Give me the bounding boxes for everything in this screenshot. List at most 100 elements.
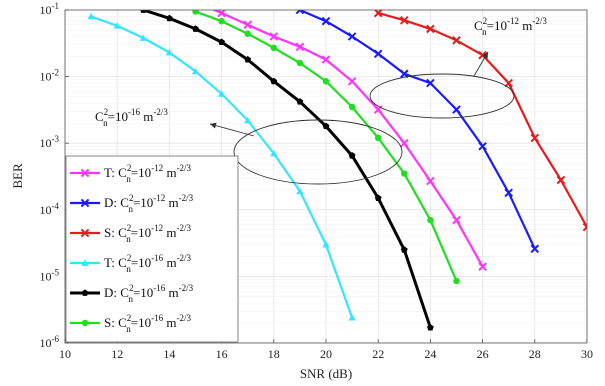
y-tick-label: 10-3 xyxy=(40,134,60,150)
data-point xyxy=(374,194,382,201)
data-point xyxy=(270,0,277,2)
data-point xyxy=(478,141,487,151)
data-point xyxy=(140,10,147,13)
x-tick-label: 10 xyxy=(59,347,71,361)
x-tick-label: 18 xyxy=(268,347,280,361)
data-point xyxy=(81,319,89,327)
series xyxy=(87,12,356,321)
x-tick-label: 16 xyxy=(216,347,228,361)
data-point xyxy=(452,36,461,45)
data-point xyxy=(400,246,408,253)
data-point xyxy=(399,138,409,148)
data-point xyxy=(113,22,121,29)
data-point xyxy=(139,34,147,41)
data-point xyxy=(81,259,89,266)
data-point xyxy=(244,116,252,124)
series xyxy=(270,0,540,254)
data-point xyxy=(427,216,434,224)
series xyxy=(192,10,460,285)
data-point xyxy=(87,12,95,20)
x-axis-title: SNR (dB) xyxy=(300,366,352,381)
legend-item: S: C2 n=10-16 m-2/3 xyxy=(70,313,191,334)
data-point xyxy=(504,188,514,198)
data-point xyxy=(399,69,409,79)
y-axis-title: BER xyxy=(10,163,25,189)
annotation-ellipse xyxy=(369,73,515,119)
annotation-ellipse xyxy=(233,119,403,185)
data-point xyxy=(426,78,435,88)
x-tick-label: 24 xyxy=(424,347,436,361)
data-point xyxy=(80,228,90,238)
data-point xyxy=(296,59,304,67)
data-point xyxy=(348,103,356,111)
legend: T: C2 n=10-12 m-2/3 D: C2 n=10-12 m-2/3 S: C… xyxy=(65,155,239,343)
legend-item: D: C2 n=10-12 m-2/3 xyxy=(70,193,194,214)
data-point xyxy=(270,149,278,157)
series-line xyxy=(211,10,484,268)
data-point xyxy=(165,48,173,56)
data-point xyxy=(453,277,460,285)
data-point xyxy=(295,42,305,52)
data-point xyxy=(426,176,435,186)
x-tick-label: 28 xyxy=(529,347,541,361)
data-point xyxy=(192,0,199,6)
y-tick-label: 10-5 xyxy=(40,267,60,283)
x-tick-label: 20 xyxy=(320,347,332,361)
series xyxy=(192,0,487,271)
y-tick-label: 10-4 xyxy=(40,201,60,217)
data-point xyxy=(243,20,253,30)
y-tick-label: 10-2 xyxy=(40,68,60,84)
data-point xyxy=(401,170,408,177)
data-point xyxy=(218,38,226,45)
annotation-label: C2 n=10-12 m-2/3 xyxy=(474,16,547,37)
data-point xyxy=(81,289,89,296)
legend-label: T: C2 n=10-12 m-2/3 xyxy=(104,163,192,184)
data-point xyxy=(269,32,279,41)
data-point xyxy=(295,10,305,15)
legend-item: T: C2 n=10-12 m-2/3 xyxy=(70,163,192,184)
data-point xyxy=(452,215,461,225)
data-point xyxy=(556,175,566,185)
x-tick-label: 12 xyxy=(111,347,123,361)
x-tick-label: 26 xyxy=(477,347,489,361)
data-point xyxy=(322,78,330,85)
data-point xyxy=(399,16,409,25)
data-point xyxy=(217,10,226,18)
data-point xyxy=(452,105,461,114)
annotations: C2 n=10-12 m-2/3 C2 n=10-16 m-2/3 xyxy=(95,16,547,185)
data-point xyxy=(426,324,434,331)
series xyxy=(140,10,434,331)
legend-label: D: C2 n=10-12 m-2/3 xyxy=(104,193,194,214)
x-tick-label: 14 xyxy=(163,347,175,361)
data-point xyxy=(373,49,383,59)
x-tick-label: 30 xyxy=(581,347,593,361)
annotation-arrowhead xyxy=(210,122,217,129)
data-point xyxy=(322,122,330,130)
data-point xyxy=(270,77,278,85)
tick-labels: 10 12 14 16 18 20 22 24 26 28 30 10-6 10-5 10-4 10-3 10… xyxy=(40,1,594,361)
data-point xyxy=(270,44,278,52)
data-point xyxy=(191,67,200,75)
data-point xyxy=(80,168,90,178)
annotation-label: C2 n=10-16 m-2/3 xyxy=(95,107,168,128)
data-point xyxy=(348,314,356,321)
y-tick-label: 10-6 xyxy=(40,334,60,350)
series xyxy=(373,10,587,232)
data-point xyxy=(244,56,252,63)
data-point xyxy=(347,76,357,86)
data-point xyxy=(530,133,540,143)
legend-item: D: C2 n=10-16 m-2/3 xyxy=(70,283,194,304)
data-point xyxy=(348,152,356,159)
data-point xyxy=(165,14,173,22)
data-point xyxy=(80,198,90,208)
legend-label: S: C2 n=10-16 m-2/3 xyxy=(104,313,191,334)
data-point xyxy=(296,98,304,105)
legend-label: T: C2 n=10-16 m-2/3 xyxy=(104,253,192,274)
legend-item: S: C2 n=10-12 m-2/3 xyxy=(70,223,191,244)
x-tick-label: 22 xyxy=(372,347,384,361)
data-point xyxy=(321,55,331,64)
legend-label: S: C2 n=10-12 m-2/3 xyxy=(104,223,191,244)
data-point xyxy=(373,10,383,18)
data-point xyxy=(296,187,304,195)
data-point xyxy=(218,17,225,25)
